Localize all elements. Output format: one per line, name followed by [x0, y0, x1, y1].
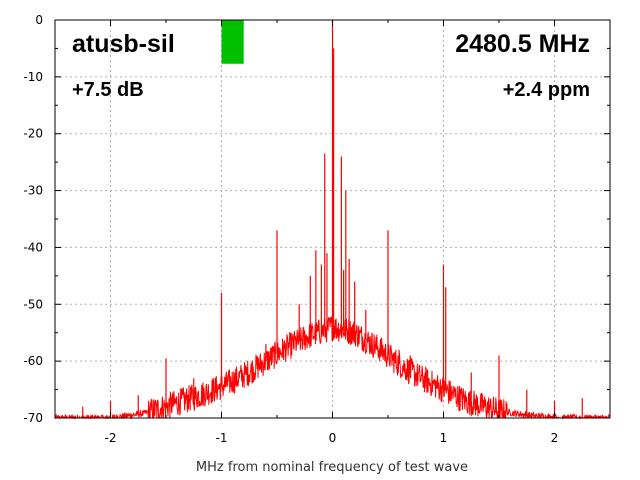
y-tick-label: -30: [23, 184, 43, 198]
indicator-layer: [221, 20, 244, 64]
x-tick-label: -1: [216, 431, 228, 445]
x-tick-label: 1: [440, 431, 448, 445]
level-indicator: [221, 20, 244, 64]
spectrum-series: [54, 20, 611, 420]
y-tick-label: 0: [35, 13, 43, 27]
axis-tick-labels: 0-10-20-30-40-50-60-70-2 -1 0 1 2: [23, 13, 558, 445]
noise-floor-line: [54, 316, 611, 420]
x-tick-label: 0: [329, 431, 337, 445]
x-tick-label: 2: [551, 431, 559, 445]
y-tick-label: -70: [23, 411, 43, 425]
device-name-label: atusb-sil: [72, 30, 175, 58]
x-axis-title: MHz from nominal frequency of test wave: [196, 460, 468, 475]
y-tick-label: -50: [23, 297, 43, 311]
y-tick-label: -20: [23, 127, 43, 141]
axis-ticks: [54, 19, 611, 419]
x-tick-label: -2: [105, 431, 117, 445]
y-tick-label: -40: [23, 240, 43, 254]
gain-label: +7.5 dB: [72, 79, 144, 101]
y-tick-label: -10: [23, 70, 43, 84]
ppm-label: +2.4 ppm: [503, 79, 590, 101]
frequency-label: 2480.5 MHz: [455, 30, 590, 58]
y-tick-label: -60: [23, 354, 43, 368]
